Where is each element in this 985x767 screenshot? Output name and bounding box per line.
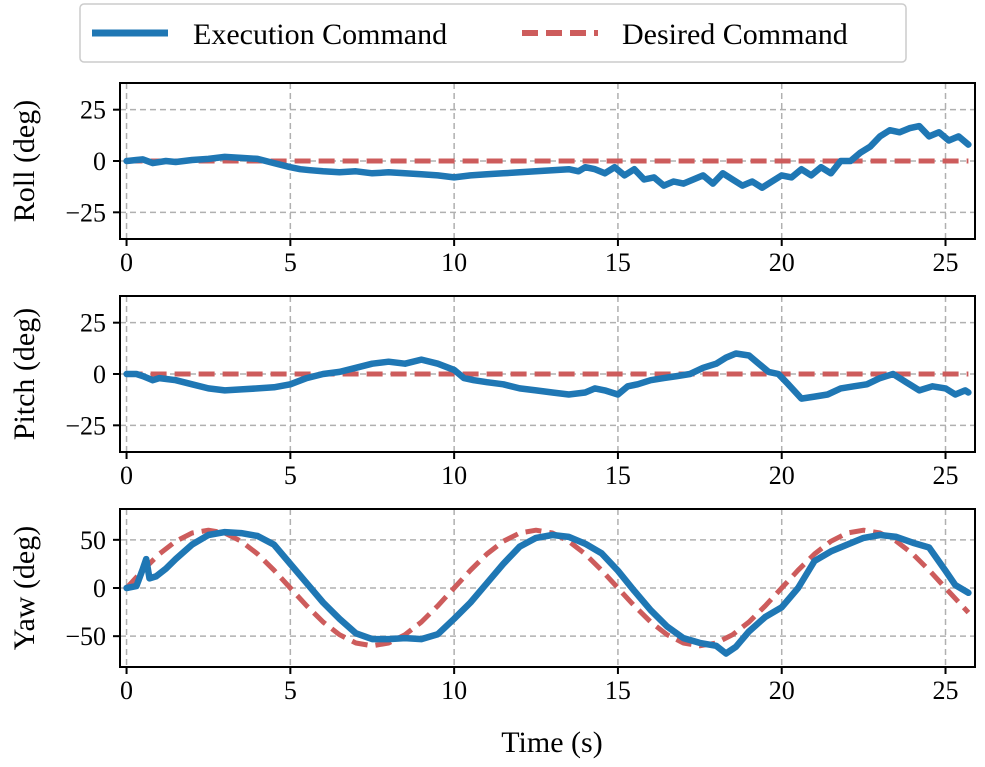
yaw-xtick-label: 0 bbox=[120, 676, 133, 705]
legend: Execution Command Desired Command bbox=[79, 3, 907, 63]
roll-xtick-label: 15 bbox=[605, 248, 631, 277]
pitch-ytick-label: 25 bbox=[80, 309, 106, 338]
yaw-xtick-label: 5 bbox=[284, 676, 297, 705]
pitch-xtick-label: 20 bbox=[769, 461, 795, 490]
pitch-xtick-label: 0 bbox=[120, 461, 133, 490]
yaw-execution-command-line bbox=[123, 528, 972, 657]
pitch-ticks: 0 5 10 15 20 25 25 0 −25 bbox=[65, 309, 958, 490]
yaw-panel: 0 5 10 15 20 25 50 0 −50 Yaw (deg) bbox=[8, 508, 976, 705]
roll-ticks: 0 5 10 15 20 25 25 0 −25 bbox=[65, 96, 958, 277]
yaw-ytick-label: −50 bbox=[65, 622, 106, 651]
roll-xtick-label: 20 bbox=[769, 248, 795, 277]
roll-series bbox=[123, 122, 972, 191]
pitch-xtick-label: 10 bbox=[441, 461, 467, 490]
yaw-ticks: 0 5 10 15 20 25 50 0 −50 bbox=[65, 526, 958, 705]
pitch-ytick-label: 0 bbox=[93, 360, 106, 389]
roll-xtick-label: 25 bbox=[933, 248, 959, 277]
yaw-xtick-label: 25 bbox=[933, 676, 959, 705]
roll-ytick-label: 25 bbox=[80, 96, 106, 125]
yaw-desired-command-line bbox=[124, 527, 971, 649]
roll-ytick-label: −25 bbox=[65, 198, 106, 227]
x-axis-label: Time (s) bbox=[501, 726, 602, 759]
yaw-xtick-label: 20 bbox=[769, 676, 795, 705]
roll-xtick-label: 0 bbox=[120, 248, 133, 277]
yaw-xtick-label: 15 bbox=[605, 676, 631, 705]
roll-xtick-label: 10 bbox=[441, 248, 467, 277]
pitch-xtick-label: 15 bbox=[605, 461, 631, 490]
roll-execution-command-line bbox=[123, 122, 972, 191]
pitch-xtick-label: 25 bbox=[933, 461, 959, 490]
pitch-execution-command-line bbox=[123, 350, 972, 402]
pitch-ytick-label: −25 bbox=[65, 411, 106, 440]
pitch-xtick-label: 5 bbox=[284, 461, 297, 490]
yaw-ytick-label: 50 bbox=[80, 526, 106, 555]
yaw-xtick-label: 10 bbox=[441, 676, 467, 705]
roll-ytick-label: 0 bbox=[93, 147, 106, 176]
yaw-ytick-label: 0 bbox=[93, 574, 106, 603]
roll-panel: 0 5 10 15 20 25 25 0 −25 Roll (deg) bbox=[8, 82, 976, 277]
yaw-ylabel: Yaw (deg) bbox=[8, 526, 41, 650]
yaw-series bbox=[123, 527, 972, 657]
roll-ylabel: Roll (deg) bbox=[8, 100, 41, 222]
roll-xtick-label: 5 bbox=[284, 248, 297, 277]
pitch-series bbox=[123, 350, 972, 402]
pitch-panel: 0 5 10 15 20 25 25 0 −25 Pitch (deg) bbox=[8, 295, 976, 490]
pitch-ylabel: Pitch (deg) bbox=[8, 308, 41, 440]
legend-desired-label: Desired Command bbox=[622, 18, 848, 51]
legend-execution-label: Execution Command bbox=[193, 18, 447, 51]
legend-box bbox=[79, 3, 907, 63]
